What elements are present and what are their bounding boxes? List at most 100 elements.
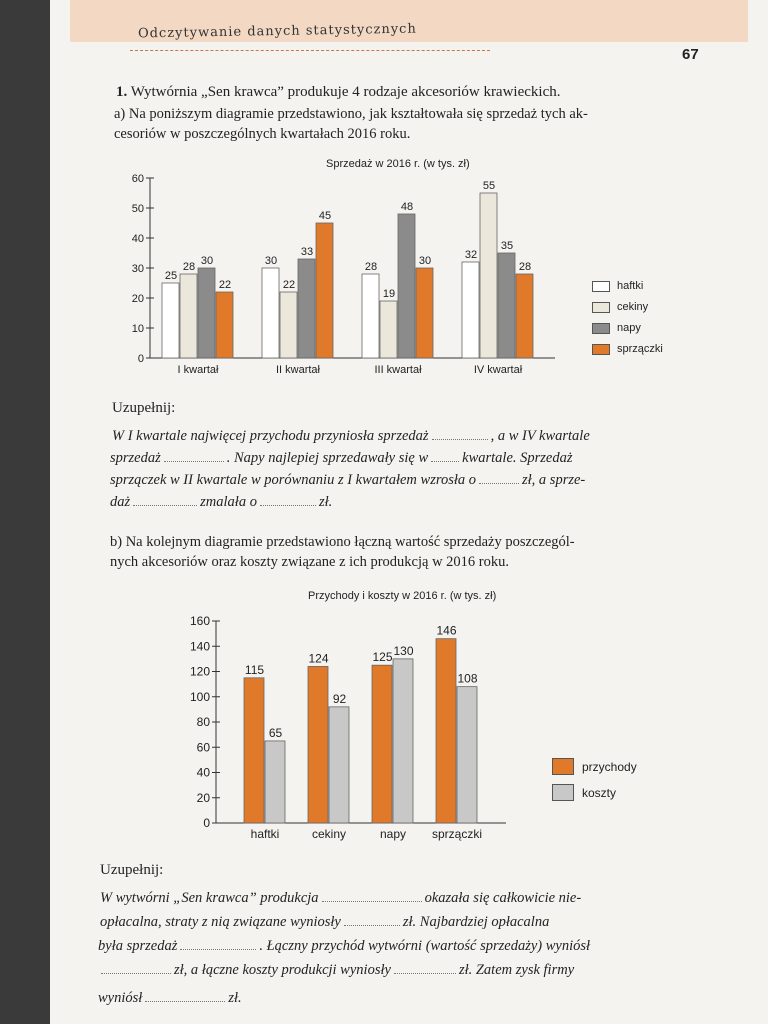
- answer-blank[interactable]: [133, 505, 198, 506]
- page-number: 67: [682, 46, 699, 63]
- bar-value-label: 48: [401, 201, 413, 213]
- bar: [161, 282, 180, 359]
- bar: [315, 222, 334, 359]
- legend-item: cekiny: [592, 301, 663, 313]
- part-b-line2: nych akcesoriów oraz koszty związane z i…: [110, 554, 510, 570]
- answer-blank[interactable]: [145, 1001, 226, 1002]
- fill2-line2-text2: zł. Najbardziej opłacalna: [402, 914, 550, 930]
- bar: [307, 666, 329, 824]
- bar-value-label: 35: [501, 240, 513, 252]
- part-a-label: a): [114, 106, 126, 122]
- answer-blank[interactable]: [393, 973, 456, 974]
- answer-blank[interactable]: [180, 949, 257, 950]
- bar-value-label: 30: [419, 255, 431, 267]
- bar: [197, 267, 216, 359]
- answer-blank[interactable]: [163, 461, 224, 462]
- fill2-line1-text1: W wytwórni „Sen krawca” produkcja: [100, 890, 319, 906]
- bar-value-label: 65: [269, 726, 283, 740]
- fill2-line4: zł, a łączne koszty produkcji wyniosły zł…: [98, 962, 574, 979]
- bar: [264, 740, 286, 824]
- fill2-line1-text2: okazała się całkowicie nie-: [424, 890, 582, 906]
- part-b-line1: b) Na kolejnym diagramie przedstawiono ł…: [110, 534, 575, 550]
- bar-value-label: 25: [165, 270, 177, 282]
- y-tick-label: 40: [132, 233, 144, 245]
- y-tick-label: 0: [203, 816, 210, 830]
- revenue-chart-legend: przychody koszty: [552, 758, 637, 810]
- part-a-line1: a) Na poniższym diagramie przedstawiono,…: [114, 106, 588, 123]
- part-a-line2: cesoriów w poszczególnych kwartałach 201…: [114, 126, 411, 142]
- bar: [243, 677, 265, 824]
- answer-blank[interactable]: [431, 461, 460, 462]
- bar: [215, 291, 234, 359]
- bar-value-label: 22: [219, 279, 231, 291]
- bar-value-label: 108: [457, 672, 477, 686]
- legend-item: koszty: [552, 784, 637, 801]
- bar: [461, 261, 480, 359]
- bar-value-label: 28: [519, 261, 531, 273]
- legend-swatch: [552, 784, 574, 801]
- y-tick-label: 80: [197, 715, 211, 729]
- bar-value-label: 33: [301, 246, 313, 258]
- textbook-page: [50, 0, 768, 1024]
- fill1-line4-text1: daż: [110, 494, 131, 510]
- answer-blank[interactable]: [343, 925, 400, 926]
- revenue-chart: 0 20 40 60 80 100 120 140 160 115 65 haftki 124 92 cek…: [190, 614, 506, 841]
- legend-item: przychody: [552, 758, 637, 775]
- bar: [179, 273, 198, 359]
- fill1-line4-text2: zmalała o: [200, 494, 257, 510]
- legend-label: napy: [617, 322, 641, 334]
- fill2-line4-text2: zł. Zatem zysk firmy: [458, 962, 575, 978]
- y-tick-label: 10: [132, 323, 144, 335]
- y-tick-label: 60: [132, 173, 144, 185]
- bar: [279, 291, 298, 359]
- answer-blank[interactable]: [479, 483, 519, 484]
- x-category-label: cekiny: [312, 827, 346, 841]
- y-tick-label: 140: [190, 639, 210, 653]
- part-a-text1: Na poniższym diagramie przedstawiono, ja…: [128, 106, 588, 122]
- y-tick-label: 50: [132, 203, 144, 215]
- bar: [456, 686, 478, 824]
- bar: [415, 267, 434, 359]
- task-number: 1.: [116, 84, 128, 100]
- legend-item: napy: [592, 322, 663, 334]
- bar: [497, 252, 516, 359]
- answer-blank[interactable]: [259, 505, 316, 506]
- answer-blank[interactable]: [321, 901, 422, 902]
- bar: [297, 258, 316, 359]
- legend-item: haftki: [592, 280, 663, 292]
- bar: [435, 638, 457, 824]
- fill1-line3-text2: zł, a sprze-: [522, 472, 586, 488]
- legend-label: haftki: [617, 280, 644, 292]
- bar-value-label: 124: [308, 651, 328, 665]
- legend-swatch: [592, 280, 610, 292]
- sales-chart-title: Sprzedaż w 2016 r. (w tys. zł): [326, 158, 470, 170]
- revenue-chart-title: Przychody i koszty w 2016 r. (w tys. zł): [308, 590, 497, 602]
- fill2-line2-text1: opłacalna, straty z nią związane wyniosł…: [100, 914, 341, 930]
- bar-value-label: 30: [265, 255, 277, 267]
- bar: [379, 300, 398, 359]
- fill2-line3: była sprzedaż . Łączny przychód wytwórni …: [98, 938, 590, 955]
- answer-blank[interactable]: [101, 973, 171, 974]
- y-tick-label: 120: [190, 665, 210, 679]
- bar: [328, 706, 350, 824]
- x-category-label: haftki: [251, 827, 280, 841]
- bar-value-label: 28: [183, 261, 195, 273]
- task-intro: 1. Wytwórnia „Sen krawca” produkuje 4 ro…: [116, 84, 560, 101]
- x-category-label: I kwartał: [178, 364, 220, 376]
- legend-label: sprzączki: [617, 343, 663, 355]
- bar-value-label: 28: [365, 261, 377, 273]
- bar: [515, 273, 534, 359]
- y-tick-label: 30: [132, 263, 144, 275]
- bar-value-label: 125: [372, 650, 392, 664]
- task-intro-text: Wytwórnia „Sen krawca” produkuje 4 rodza…: [130, 84, 561, 100]
- answer-blank[interactable]: [431, 439, 488, 440]
- y-tick-label: 0: [138, 353, 144, 365]
- y-tick-label: 40: [197, 766, 211, 780]
- bar-value-label: 45: [319, 210, 331, 222]
- fill2-heading: Uzupełnij:: [100, 862, 164, 878]
- bar-value-label: 115: [245, 663, 264, 677]
- legend-swatch: [592, 301, 610, 313]
- legend-swatch: [552, 758, 574, 775]
- x-category-label: IV kwartał: [474, 364, 523, 376]
- bar-value-label: 146: [436, 624, 456, 638]
